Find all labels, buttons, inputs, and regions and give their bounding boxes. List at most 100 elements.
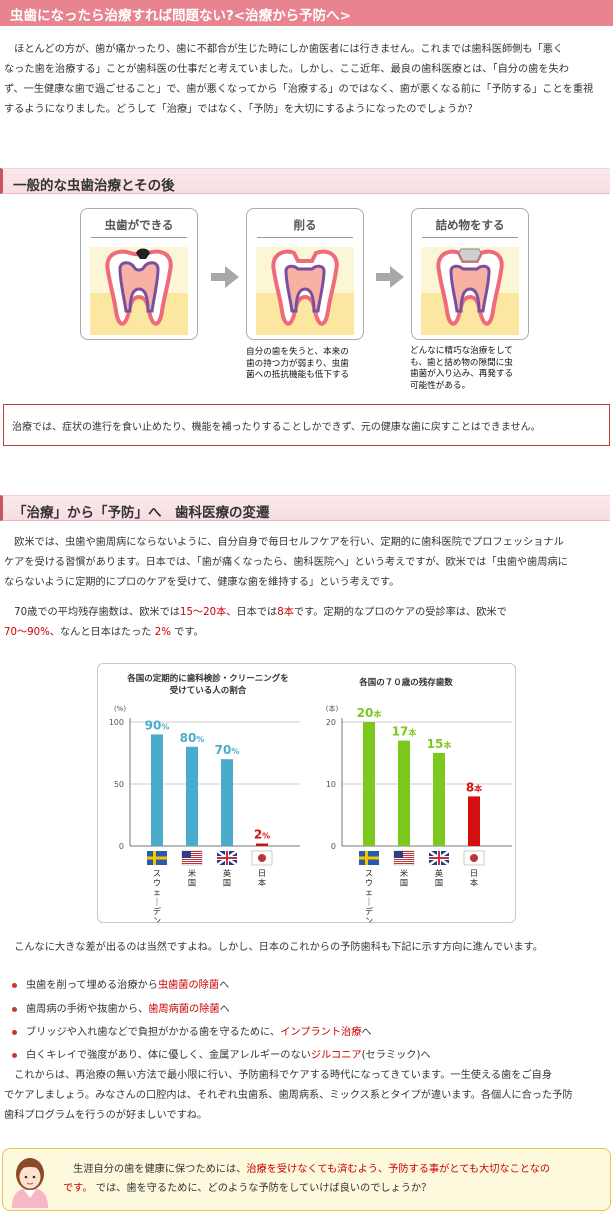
arrow-right-icon — [376, 266, 404, 292]
bar-value-label: 80% — [180, 731, 205, 745]
usa-flag-stripe — [394, 859, 414, 860]
step-drill: 削る — [246, 208, 364, 340]
list-item: 白くキレイで強度があり、体に優しく、金属アレルギーのないジルコニア(セラミック)… — [12, 1046, 431, 1061]
list-item: 虫歯を削って埋める治療から虫歯菌の除菌へ — [12, 976, 229, 991]
bar — [256, 843, 268, 846]
intro-paragraph: ほとんどの方が、歯が痛かったり、歯に不都合が生じた時にしか歯医者には行きません。… — [4, 40, 610, 120]
bullet-icon — [12, 1006, 17, 1012]
para-line: ならないように定期的にプロのケアを受けて、健康な歯を維持する」という考えです。 — [4, 577, 400, 588]
category-label: 米 — [188, 868, 196, 878]
category-label: 本 — [470, 878, 478, 888]
sweden-flag-cross — [359, 856, 379, 860]
step-cavity-forms: 虫歯ができる — [80, 208, 198, 340]
text: へ — [361, 1027, 372, 1038]
usa-flag-stripe — [182, 853, 202, 854]
treatment-note-text: 治療では、症状の進行を食い止めたり、機能を補ったりすることしかできず、元の健康な… — [12, 422, 541, 433]
highlight-text: です。 — [63, 1183, 93, 1194]
page-title: 虫歯になったら治療すれば問題ない?<治療から予防へ> — [10, 8, 351, 24]
bar-value-label: 2% — [254, 828, 270, 842]
closing-paragraph: これからは、再治療の無い方法で最小限に行い、予防歯科でケアする時代になってきてい… — [4, 1066, 610, 1126]
para-line: 歯科プログラムを行うのが好ましいですね。 — [4, 1110, 208, 1121]
tooth-drilled-illustration — [256, 247, 354, 335]
text: ブリッジや入れ歯などで負担がかかる歯を守るために、 — [26, 1027, 281, 1038]
nurse-avatar-icon — [12, 1158, 48, 1208]
bar — [363, 722, 375, 846]
bar — [221, 759, 233, 846]
para-line: 70～90%、なんと日本はたった 2% です。 — [4, 623, 610, 643]
category-label: ｜ — [153, 897, 161, 907]
highlight-text: 歯周病菌の除菌 — [148, 1004, 220, 1015]
category-label: 本 — [258, 878, 266, 888]
usa-flag-stripe — [394, 863, 414, 864]
caption-line: も、歯と詰め物の隙間に虫 — [410, 357, 513, 368]
category-label: ェ — [153, 887, 161, 897]
bullet-icon — [12, 1029, 17, 1035]
text: 生涯自分の歯を健康に保つためには、 — [63, 1164, 247, 1175]
intro-line: なった歯を治療する」ことが歯科医の仕事だと考えていました。しかし、ここ近年、最良… — [4, 64, 569, 75]
text: です。 — [170, 627, 204, 638]
tooth-filled-illustration — [421, 247, 519, 335]
usa-flag-stripe — [182, 851, 202, 852]
category-label: ン — [365, 916, 373, 923]
bar — [398, 740, 410, 846]
bar-value-label: 90% — [145, 718, 170, 732]
category-label: ウ — [365, 878, 373, 888]
highlight-text: 2% — [154, 627, 171, 638]
category-label: ウ — [153, 878, 161, 888]
intro-line: するようになりました。どうして「治療」ではなく、「予防」を大切にするようになった… — [4, 104, 478, 115]
para-line: これからは、再治療の無い方法で最小限に行い、予防歯科でケアする時代になってきてい… — [4, 1070, 552, 1081]
category-label: 日 — [258, 868, 266, 878]
highlight-text: 治療を受けなくても済むよう、予防する事がとても大切なことなの — [246, 1164, 551, 1175]
usa-flag-stripe — [394, 855, 414, 856]
step-caption: どんなに精巧な治療をして も、歯と詰め物の隙間に虫 歯菌が入り込み、再発する 可… — [410, 346, 513, 392]
treatment-note-box: 治療では、症状の進行を食い止めたり、機能を補ったりすることしかできず、元の健康な… — [3, 404, 610, 446]
caption-line: 歯の持つ力が弱まり、虫歯 — [246, 358, 349, 369]
caption-line: 可能性がある。 — [410, 380, 471, 391]
y-axis-unit: (%) — [114, 705, 126, 713]
para-line: ケアを受ける習慣があります。日本では、「歯が痛くなったら、歯科医院へ」という考え… — [4, 557, 568, 568]
category-label: ス — [153, 868, 161, 878]
text: です。定期的なプロのケアの受診率は、欧米で — [293, 607, 507, 618]
para-line: でケアしましょう。みなさんの口腔内は、それぞれ虫歯系、歯周病系、ミックス系とタイ… — [4, 1090, 573, 1101]
usa-flag-stripe — [394, 851, 414, 852]
usa-flag-stripe — [182, 861, 202, 862]
para-line: 欧米では、虫歯や歯周病にならないように、自分自身で毎日セルフケアを行い、定期的に… — [4, 537, 564, 548]
usa-flag-stripe — [182, 857, 202, 858]
caption-line: 菌への抵抗機能も低下する — [246, 370, 350, 380]
intro-line: ず、一生健康な歯で過ごせること」で、歯が悪くなってから「治療する」のではなく、歯… — [4, 84, 594, 95]
y-axis-unit: (本) — [326, 704, 339, 713]
bar — [151, 734, 163, 846]
bar-value-label: 70% — [215, 743, 240, 757]
category-label: ス — [365, 868, 373, 878]
caption-line: どんなに精巧な治療をして — [410, 346, 513, 356]
y-tick-label: 20 — [326, 718, 336, 727]
usa-flag-stripe — [394, 853, 414, 854]
usa-flag-stripe — [182, 863, 202, 864]
section-title: 「治療」から「予防」へ 歯科医療の変遷 — [13, 505, 270, 521]
uk-flag-cross — [217, 857, 237, 859]
usa-flag-stripe — [394, 861, 414, 862]
category-label: 国 — [223, 878, 231, 888]
y-tick-label: 100 — [109, 718, 124, 727]
category-label: デ — [153, 906, 162, 916]
para-line: 70歳での平均残存歯数は、欧米では15～20本、日本では8本です。定期的なプロの… — [4, 603, 610, 623]
list-item: 歯周病の手術や抜歯から、歯周病菌の除菌へ — [12, 1000, 230, 1015]
chart-title: 受けている人の割合 — [170, 685, 247, 696]
arrow-right-icon — [211, 266, 239, 292]
prevention-paragraph: 欧米では、虫歯や歯周病にならないように、自分自身で毎日セルフケアを行い、定期的に… — [4, 533, 610, 593]
section-header-treatment: 一般的な虫歯治療とその後 — [0, 168, 610, 194]
after-chart-paragraph: こんなに大きな差が出るのは当然ですよね。しかし、日本のこれからの予防歯科も下記に… — [4, 938, 610, 958]
bar — [433, 753, 445, 846]
page-header: 虫歯になったら治療すれば問題ない?<治療から予防へ> — [0, 0, 613, 26]
category-label: 米 — [400, 868, 408, 878]
caption-line: 歯菌が入り込み、再発する — [410, 369, 514, 379]
statistics-paragraph: 70歳での平均残存歯数は、欧米では15～20本、日本では8本です。定期的なプロの… — [4, 603, 610, 643]
bar — [468, 796, 480, 846]
chart-title: 各国の定期的に歯科検診・クリーニングを — [126, 673, 289, 684]
category-label: 英 — [435, 868, 443, 878]
category-label: ｜ — [365, 897, 373, 907]
sweden-flag-cross — [147, 856, 167, 860]
para-line: こんなに大きな差が出るのは当然ですよね。しかし、日本のこれからの予防歯科も下記に… — [4, 942, 543, 953]
bar — [186, 746, 198, 846]
usa-flag-canton — [182, 851, 191, 858]
